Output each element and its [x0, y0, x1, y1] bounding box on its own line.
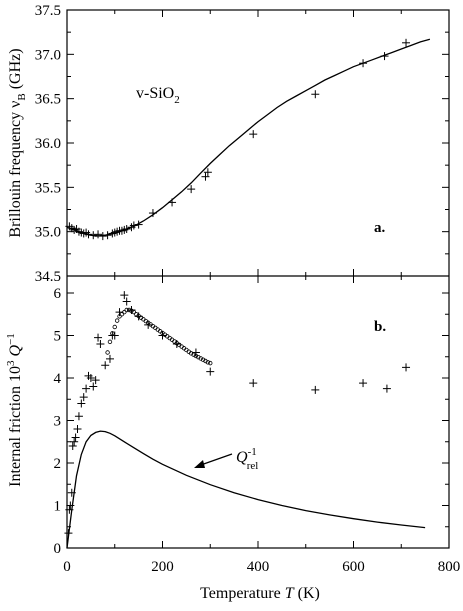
x-tick-label: 400	[247, 559, 270, 575]
y-tick-label: 3	[54, 414, 62, 430]
y-tick-label: 4	[54, 371, 62, 387]
data-point-plus	[89, 382, 98, 391]
data-point-circle	[129, 308, 134, 314]
data-point-plus	[96, 340, 105, 348]
data-point-plus	[382, 384, 391, 393]
annotation-q-rel: Q-1 rel	[236, 446, 258, 472]
panel-a: 34.5 35.0 35.5 36.0 36.5 37.0 37.5 a. v-SiO2 Bril…	[7, 3, 450, 285]
panel-label: a.	[374, 220, 386, 236]
y-tick-label: 0	[54, 541, 62, 557]
data-point-plus	[71, 433, 80, 442]
data-point-circle	[107, 339, 113, 345]
x-tick-label: 200	[151, 559, 174, 575]
data-point-plus	[402, 38, 411, 47]
y-tick-label: 5	[54, 329, 62, 345]
y-tick-label: 1	[54, 499, 62, 515]
data-point-circle	[126, 307, 132, 313]
annotation-arrow-head	[194, 460, 205, 468]
data-point-plus	[201, 172, 210, 181]
data-point-plus	[105, 354, 114, 363]
data-point-plus	[122, 297, 131, 306]
fit-curve-line	[66, 38, 431, 237]
y-tick-label: 37.5	[35, 3, 61, 19]
panel-label: b.	[374, 319, 386, 335]
data-point-circle	[200, 357, 206, 362]
data-point-circle	[124, 307, 129, 313]
data-point-plus	[311, 385, 320, 394]
data-point-plus	[94, 333, 103, 342]
y-tick-label: 6	[54, 286, 62, 302]
data-point-plus	[187, 185, 196, 194]
y-axis-label-b: Internal friction 103 Q−1	[5, 333, 24, 487]
panel-b: 0 1 2 3 4 5 6 b. Internal friction 103 Q−1 Q-1 rel…	[5, 276, 460, 602]
annotation-v-sio2: v-SiO2	[136, 85, 180, 106]
data-point-plus	[82, 384, 91, 393]
fit-curve-line	[66, 430, 426, 549]
data-point-plus	[158, 331, 167, 340]
data-point-plus	[86, 374, 95, 382]
data-point-plus	[74, 412, 83, 421]
x-tick-label: 0	[63, 559, 71, 575]
data-point-circle	[208, 360, 213, 366]
data-point-plus	[91, 376, 100, 385]
data-point-plus	[249, 379, 258, 388]
data-point-plus	[359, 379, 368, 388]
y-tick-label: 36.5	[35, 92, 61, 108]
data-point-plus	[101, 361, 110, 370]
y-tick-label: 37.0	[35, 47, 61, 63]
x-axis-label: Temperature T (K)	[200, 585, 320, 602]
data-point-circle	[196, 354, 201, 360]
data-point-circle	[193, 353, 199, 359]
data-point-circle	[110, 331, 115, 336]
data-point-circle	[105, 350, 110, 355]
plot-frame	[66, 9, 450, 549]
data-point-circle	[119, 312, 125, 317]
x-tick-label: 600	[342, 559, 365, 575]
data-point-circle	[122, 309, 127, 315]
data-point-plus	[94, 230, 103, 239]
data-point-circle	[203, 358, 208, 364]
data-point-plus	[70, 437, 79, 446]
data-point-plus	[206, 367, 215, 376]
data-point-circle	[114, 318, 120, 323]
data-point-circle	[198, 356, 203, 361]
data-point-circle	[188, 351, 194, 356]
data-point-circle	[131, 309, 137, 315]
data-point-plus	[73, 425, 82, 433]
data-point-circle	[205, 360, 211, 365]
data-point-plus	[79, 393, 88, 402]
data-point-plus	[203, 168, 212, 177]
data-point-plus	[120, 291, 129, 300]
data-point-plus	[249, 130, 258, 139]
y-axis-label-a: Brillouin frequency νB (GHz)	[7, 48, 28, 237]
data-point-circle	[117, 314, 122, 319]
y-tick-label: 36.0	[35, 136, 61, 152]
data-point-circle	[112, 324, 117, 330]
data-point-circle	[191, 352, 196, 357]
data-point-plus	[68, 442, 77, 450]
y-tick-label: 35.0	[35, 225, 61, 241]
y-tick-label: 2	[54, 456, 62, 472]
x-tick-label: 800	[438, 559, 461, 575]
data-point-plus	[311, 90, 320, 99]
y-tick-label: 34.5	[35, 269, 61, 285]
y-tick-label: 35.5	[35, 180, 61, 196]
data-point-plus	[402, 363, 411, 372]
data-point-plus	[77, 399, 86, 408]
